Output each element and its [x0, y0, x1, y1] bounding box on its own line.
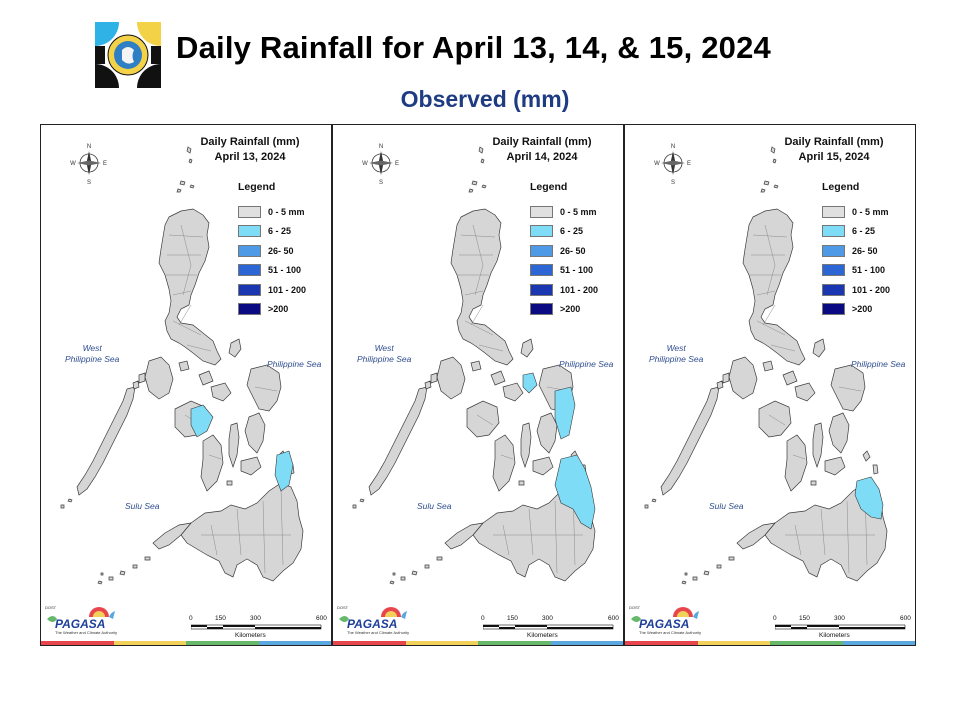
pagasa-logo: DOST PAGASA The Weather and Climate Auth… — [45, 605, 118, 635]
west-philippine-sea-label: West Philippine Sea — [65, 343, 120, 364]
legend-item: >200 — [238, 300, 306, 320]
svg-text:W: W — [70, 161, 76, 167]
legend-title: Legend — [530, 181, 568, 193]
legend-item: 101 - 200 — [238, 280, 306, 300]
pagasa-seal-logo — [95, 22, 161, 88]
rain-area-mindoro-panay-strait — [190, 404, 214, 438]
rainfall-map-april-13: N S W E Daily Rainfall (mm) April 13, 20… — [40, 124, 332, 646]
legend-swatch — [530, 205, 553, 218]
legend-title: Legend — [822, 181, 860, 193]
legend-swatch — [530, 225, 553, 238]
page-title: Daily Rainfall for April 13, 14, & 15, 2… — [176, 30, 771, 65]
legend: 0 - 5 mm 6 - 25 26- 50 51 - 100 101 - 20… — [822, 202, 890, 319]
rain-area-eastern-mindanao — [854, 476, 884, 520]
legend-item: 0 - 5 mm — [238, 202, 306, 222]
svg-text:N: N — [379, 144, 383, 150]
scale-bar: 0 150 300 600 Kilometers — [773, 615, 911, 639]
legend-item: 6 - 25 — [822, 222, 890, 242]
legend-item: 51 - 100 — [238, 261, 306, 281]
scale-bar: 0 150 300 600 Kilometers — [481, 615, 619, 639]
philippines-map — [352, 146, 596, 585]
legend-swatch — [822, 283, 845, 296]
rain-area-bicol-catanduanes — [522, 372, 538, 394]
sulu-sea-label: Sulu Sea — [417, 501, 452, 511]
legend-swatch — [822, 205, 845, 218]
legend: 0 - 5 mm 6 - 25 26- 50 51 - 100 101 - 20… — [530, 202, 598, 319]
legend-swatch — [530, 264, 553, 277]
brand-color-strip — [625, 641, 915, 645]
legend-swatch — [822, 244, 845, 257]
legend-item: 51 - 100 — [822, 261, 890, 281]
philippines-map — [60, 146, 304, 585]
svg-text:S: S — [379, 180, 383, 186]
legend-swatch — [822, 225, 845, 238]
rain-area-eastern-samar — [554, 386, 576, 440]
svg-text:E: E — [687, 161, 691, 167]
legend-swatch — [530, 303, 553, 316]
philippine-sea-label: Philippine Sea — [267, 359, 322, 369]
panel-title: Daily Rainfall (mm) April 14, 2024 — [492, 136, 592, 163]
rainfall-map-april-14: N S W E Daily Rainfall (mm) April 14, 20… — [332, 124, 624, 646]
legend-item: 51 - 100 — [530, 261, 598, 281]
rain-area-eastern-mindanao — [554, 454, 596, 530]
svg-text:N: N — [671, 144, 675, 150]
west-philippine-sea-label: West Philippine Sea — [357, 343, 412, 364]
svg-text:N: N — [87, 144, 91, 150]
west-philippine-sea-label: West Philippine Sea — [649, 343, 704, 364]
philippines-map — [644, 146, 888, 585]
legend-item: 101 - 200 — [530, 280, 598, 300]
svg-text:S: S — [87, 180, 91, 186]
legend-item: 101 - 200 — [822, 280, 890, 300]
page-subtitle: Observed (mm) — [400, 86, 570, 112]
legend-item: 6 - 25 — [530, 222, 598, 242]
legend-item: 0 - 5 mm — [530, 202, 598, 222]
rainfall-maps: N S W E Daily Rainfall (mm) April 13, 20… — [40, 124, 917, 646]
scale-bar: 0 150 300 600 Kilometers — [189, 615, 327, 639]
legend-item: 26- 50 — [530, 241, 598, 261]
legend-swatch — [238, 205, 261, 218]
legend-title: Legend — [238, 181, 276, 193]
rainfall-map-april-15: N S W E Daily Rainfall (mm) April 15, 20… — [624, 124, 916, 646]
header: Daily Rainfall for April 13, 14, & 15, 2… — [0, 0, 960, 120]
brand-color-strip — [41, 641, 331, 645]
north-arrow-icon: N S W E — [654, 144, 691, 186]
rain-area-eastern-samar-leyte — [274, 450, 294, 492]
north-arrow-icon: N S W E — [362, 144, 399, 186]
brand-color-strip — [333, 641, 623, 645]
pagasa-logo: DOST PAGASA The Weather and Climate Auth… — [337, 605, 410, 635]
svg-text:E: E — [395, 161, 399, 167]
legend: 0 - 5 mm 6 - 25 26- 50 51 - 100 101 - 20… — [238, 202, 306, 319]
legend-swatch — [238, 225, 261, 238]
svg-text:W: W — [654, 161, 660, 167]
svg-text:W: W — [362, 161, 368, 167]
legend-swatch — [822, 264, 845, 277]
pagasa-logo: DOST PAGASA The Weather and Climate Auth… — [629, 605, 702, 635]
legend-item: 26- 50 — [822, 241, 890, 261]
legend-swatch — [238, 303, 261, 316]
north-arrow-icon: N S W E — [70, 144, 107, 186]
legend-swatch — [822, 303, 845, 316]
legend-item: >200 — [822, 300, 890, 320]
legend-item: 6 - 25 — [238, 222, 306, 242]
philippine-sea-label: Philippine Sea — [559, 359, 614, 369]
svg-text:E: E — [103, 161, 107, 167]
legend-swatch — [238, 244, 261, 257]
philippine-sea-label: Philippine Sea — [851, 359, 906, 369]
sulu-sea-label: Sulu Sea — [125, 501, 160, 511]
legend-item: 26- 50 — [238, 241, 306, 261]
panel-title: Daily Rainfall (mm) April 15, 2024 — [784, 136, 884, 163]
legend-swatch — [238, 283, 261, 296]
legend-swatch — [238, 264, 261, 277]
legend-swatch — [530, 244, 553, 257]
svg-text:S: S — [671, 180, 675, 186]
sulu-sea-label: Sulu Sea — [709, 501, 744, 511]
legend-swatch — [530, 283, 553, 296]
legend-item: 0 - 5 mm — [822, 202, 890, 222]
legend-item: >200 — [530, 300, 598, 320]
panel-title: Daily Rainfall (mm) April 13, 2024 — [200, 136, 300, 163]
